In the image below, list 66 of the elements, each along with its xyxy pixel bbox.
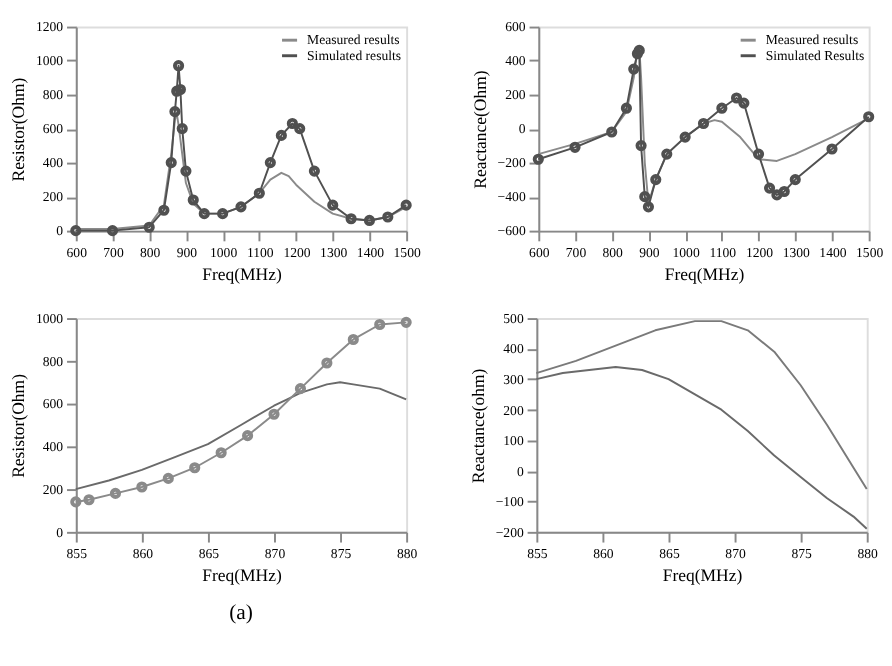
point	[187, 194, 199, 206]
point	[294, 383, 307, 395]
point	[620, 102, 632, 114]
y-axis-title: Reactance(ohm)	[468, 368, 488, 484]
point	[294, 123, 306, 135]
point	[345, 213, 357, 225]
point	[106, 225, 119, 237]
y-axis-title: Resistor(Ohm)	[8, 77, 29, 182]
point	[83, 494, 95, 506]
point	[215, 447, 227, 459]
x-axis-title: Freq(MHz)	[662, 565, 743, 586]
x-axis-title: Freq(MHz)	[664, 264, 745, 285]
point	[635, 140, 647, 152]
line-series	[74, 381, 408, 491]
point	[697, 117, 710, 130]
point	[679, 131, 691, 143]
point	[158, 204, 170, 216]
point	[778, 185, 790, 198]
point	[730, 92, 743, 104]
point	[189, 462, 201, 474]
point	[826, 143, 838, 155]
point	[217, 208, 229, 220]
point	[143, 221, 155, 233]
point	[172, 60, 185, 72]
x-axis-title: Freq(MHz)	[202, 264, 282, 285]
point	[642, 201, 655, 213]
point	[162, 472, 174, 484]
point	[374, 318, 386, 331]
line-series	[535, 320, 868, 491]
point	[628, 63, 640, 75]
point	[569, 141, 581, 153]
point	[639, 191, 651, 203]
point	[661, 148, 673, 160]
y-axis-title: Reactance(Ohm)	[469, 70, 490, 189]
point	[606, 126, 618, 138]
y-axis-title: Resistor(Ohm)	[8, 373, 29, 478]
point	[327, 199, 339, 211]
point	[275, 129, 287, 141]
point	[763, 182, 776, 194]
point	[264, 157, 276, 169]
point	[169, 106, 181, 118]
point	[716, 102, 728, 114]
point	[363, 214, 376, 227]
point	[789, 174, 801, 186]
point	[176, 123, 188, 135]
point	[382, 211, 394, 223]
point	[235, 201, 247, 213]
point	[738, 97, 750, 109]
x-axis-title: Freq(MHz)	[202, 565, 282, 586]
point	[109, 487, 122, 499]
point	[253, 187, 265, 199]
point	[308, 165, 320, 177]
point	[198, 208, 210, 220]
point	[771, 189, 783, 201]
point	[347, 333, 359, 346]
text: (a)	[229, 601, 254, 626]
point	[242, 430, 254, 442]
point	[321, 357, 333, 369]
point	[165, 157, 177, 169]
point	[268, 408, 280, 420]
point	[136, 481, 148, 493]
point	[286, 117, 298, 130]
point	[752, 148, 765, 160]
point	[633, 44, 645, 56]
point	[180, 165, 192, 177]
point	[650, 174, 662, 186]
